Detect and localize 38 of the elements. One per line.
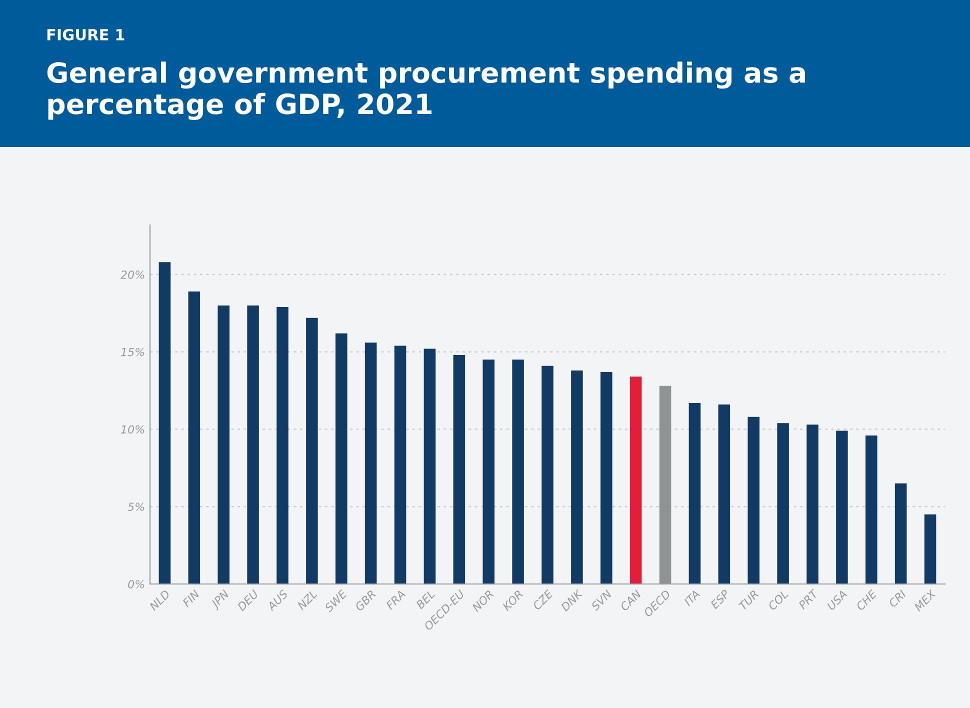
y-tick-label: 5% — [128, 502, 144, 512]
y-tick-label: 10% — [120, 425, 144, 434]
bar — [630, 376, 642, 584]
bar — [247, 305, 259, 584]
bar — [866, 435, 878, 584]
bar — [188, 292, 200, 584]
bar — [482, 360, 494, 584]
chart-title: General government procurement spending as a percentage of GDP, 2021 — [47, 62, 806, 120]
y-tick-label: 15% — [120, 348, 144, 356]
bar — [424, 348, 436, 584]
bar — [158, 262, 171, 584]
bar — [542, 366, 554, 584]
x-tick-label: NZL — [296, 590, 318, 610]
y-tick-label: 0% — [128, 580, 144, 588]
bar — [571, 370, 583, 584]
bar — [836, 430, 848, 584]
bar — [306, 318, 318, 584]
bar — [276, 307, 288, 584]
bar — [336, 333, 348, 584]
x-tick-label: CRI — [888, 589, 907, 608]
bar — [718, 404, 730, 584]
caption: FIGURE 1 — [47, 28, 124, 40]
bar — [894, 483, 907, 584]
bar — [394, 346, 406, 584]
bar — [777, 423, 789, 584]
bar — [748, 416, 760, 584]
bar — [924, 514, 936, 584]
x-tick-label: COL — [767, 589, 789, 611]
bar — [600, 372, 612, 584]
bar — [512, 360, 524, 584]
bar — [806, 424, 818, 584]
x-tick-label: FIN — [182, 589, 200, 608]
bar — [218, 305, 230, 584]
bar — [364, 342, 377, 584]
bar — [453, 354, 466, 584]
bar — [688, 402, 701, 584]
x-tick-label: ITA — [683, 590, 700, 606]
y-tick-label: 20% — [120, 270, 144, 279]
